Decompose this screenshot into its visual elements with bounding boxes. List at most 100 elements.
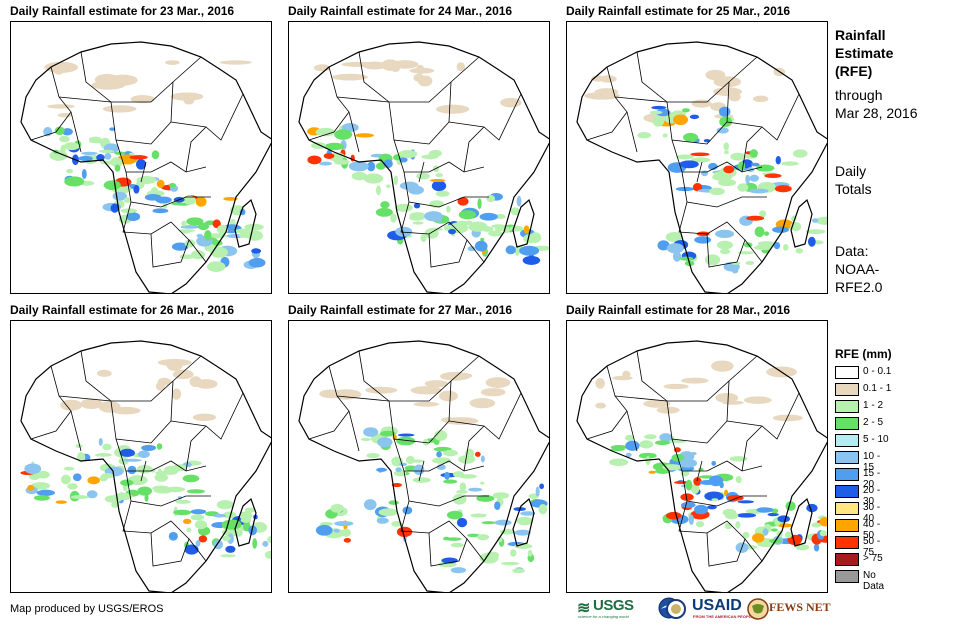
rain-patch [223, 197, 238, 201]
rain-patch [771, 508, 779, 514]
rain-patch [123, 197, 131, 203]
rain-patch [363, 427, 379, 437]
rain-patch [610, 447, 625, 452]
rainfall-field [43, 60, 266, 272]
rain-patch [681, 377, 709, 384]
legend-label: 20 - 30 [863, 485, 881, 507]
rain-patch [469, 398, 496, 409]
rain-patch [78, 155, 93, 162]
rain-patch [680, 502, 696, 508]
rain-patch [244, 507, 256, 513]
rain-patch [436, 104, 470, 114]
country-border [358, 51, 480, 103]
rain-patch [362, 61, 387, 70]
rain-patch [680, 493, 694, 501]
country-border [463, 126, 485, 173]
rain-patch [737, 251, 754, 255]
rain-patch [723, 150, 729, 155]
country-border [328, 365, 360, 452]
rain-patch [704, 254, 721, 266]
rain-patch [397, 433, 415, 437]
data-line: RFE2.0 [835, 279, 883, 295]
rain-patch [102, 105, 137, 113]
rain-patch [467, 246, 476, 252]
rain-patch [186, 527, 192, 533]
rain-patch [432, 457, 452, 464]
legend-item: 30 - 40 [835, 501, 892, 524]
rain-patch [63, 142, 80, 151]
country-border [170, 93, 244, 141]
africa-coastline [20, 340, 271, 592]
rain-patch [512, 568, 525, 574]
rain-patch [114, 164, 121, 172]
rain-patch [323, 153, 335, 159]
rain-patch [416, 172, 430, 180]
rain-patch [413, 73, 425, 82]
rain-patch [222, 511, 237, 519]
rain-patch [519, 245, 540, 256]
country-border [666, 81, 730, 145]
rain-patch [393, 175, 399, 186]
rain-patch [716, 240, 734, 250]
legend-item: 0 - 0.1 [835, 365, 892, 382]
rain-patch [625, 452, 632, 458]
rain-patch [195, 196, 207, 207]
rain-patch [806, 503, 818, 513]
country-border [185, 425, 207, 472]
legend-label: No Data [863, 570, 885, 592]
rain-patch [722, 400, 744, 405]
rain-patch [137, 486, 153, 496]
rain-patch [726, 494, 744, 501]
country-border [636, 51, 758, 103]
rain-patch [91, 80, 126, 90]
rain-patch [399, 462, 407, 466]
rain-patch [688, 514, 694, 526]
rain-patch [64, 466, 75, 471]
rain-patch [333, 159, 350, 165]
rain-patch [129, 155, 148, 160]
rain-patch [444, 471, 450, 480]
rain-patch [746, 215, 765, 221]
legend-title: RFE (mm) [835, 347, 892, 361]
rain-patch [743, 396, 772, 404]
rain-patch [86, 490, 98, 499]
rain-patch [319, 521, 334, 526]
rain-patch [195, 539, 201, 547]
legend-swatch [835, 570, 859, 583]
title-line: Rainfall [835, 27, 886, 43]
rain-patch [748, 188, 769, 194]
rain-patch [192, 413, 217, 422]
rain-patch [679, 256, 694, 261]
rain-patch [72, 473, 82, 482]
totals-line: Totals [835, 181, 872, 197]
rain-patch [348, 161, 369, 172]
rain-patch [307, 155, 322, 165]
rain-patch [151, 150, 160, 160]
rain-patch [375, 185, 381, 196]
rain-patch [648, 470, 656, 474]
rain-patch [100, 160, 116, 165]
country-border [115, 438, 207, 472]
rain-patch [735, 521, 741, 529]
rain-patch [248, 257, 266, 268]
rain-patch [690, 152, 710, 157]
rain-patch [190, 509, 207, 515]
usgs-logo: ≋ USGS science for a changing world [577, 597, 655, 621]
rain-patch [767, 512, 779, 517]
rain-patch [175, 499, 191, 504]
rainfall-field [584, 67, 827, 274]
country-border [696, 161, 703, 183]
rain-patch [505, 245, 516, 255]
legend-item: 5 - 10 [835, 433, 892, 450]
rain-patch [456, 517, 468, 528]
rain-patch [152, 485, 170, 492]
rainfall-field [595, 360, 827, 553]
rain-patch [485, 377, 511, 388]
rain-patch [756, 244, 776, 249]
rainfall-map [288, 320, 550, 593]
rain-patch [27, 484, 35, 491]
rain-patch [412, 221, 424, 225]
country-border [681, 470, 767, 507]
rain-patch [724, 522, 733, 530]
rain-patch [595, 402, 607, 409]
